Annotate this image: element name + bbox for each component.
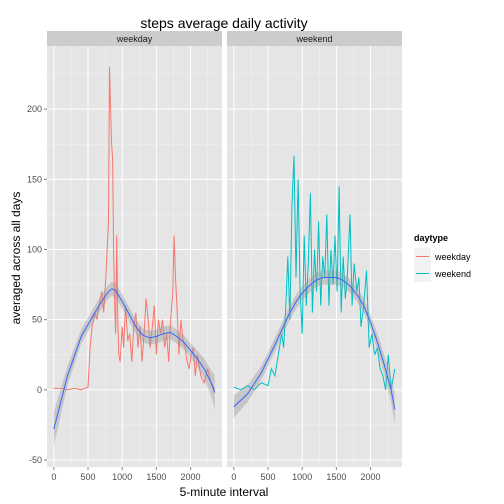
x-tick-label: 1000 (112, 472, 132, 482)
facet-strip-background (227, 31, 402, 46)
smooth-trend-line (53, 288, 216, 430)
y-axis-title: averaged across all days (9, 192, 23, 325)
y-tick-label: -50 (29, 455, 42, 465)
y-tick-label: 50 (32, 315, 42, 325)
facet-panel-weekday: weekday 0 500 1000 1500 2000 -50 0 50 100 150 200 (27, 31, 222, 482)
y-tick-label: 150 (27, 174, 42, 184)
x-tick-label: 1500 (326, 472, 346, 482)
legend-item-weekend: weekend (414, 265, 471, 282)
facet-panel-weekend: weekend 0 500 1000 1500 2000 (227, 31, 402, 482)
legend-label: weekend (434, 269, 471, 279)
facet-strip-label: weekday (116, 34, 153, 44)
series-line-weekend (233, 155, 396, 391)
x-tick-label: 2000 (181, 472, 201, 482)
x-tick-label: 500 (261, 472, 276, 482)
series-line-weekday (53, 67, 216, 391)
x-tick-label: 0 (51, 472, 56, 482)
y-tick-label: 200 (27, 104, 42, 114)
smooth-trend-line (233, 277, 396, 410)
legend-title: daytype (414, 233, 448, 243)
y-tick-label: 0 (37, 385, 42, 395)
x-tick-label: 500 (81, 472, 96, 482)
legend-label: weekday (434, 252, 471, 262)
legend-item-weekday: weekday (414, 248, 471, 265)
x-tick-label: 1000 (292, 472, 312, 482)
x-axis-title: 5-minute interval (180, 485, 269, 499)
chart-title: steps average daily activity (140, 15, 307, 31)
x-tick-label: 0 (231, 472, 236, 482)
x-tick-label: 2000 (361, 472, 381, 482)
legend: daytype weekday weekend (414, 233, 471, 282)
legend-items: weekday weekend (414, 248, 471, 282)
panel-background (47, 46, 222, 467)
facet-strip-label: weekend (295, 34, 332, 44)
x-tick-label: 1500 (146, 472, 166, 482)
facet-strip-background (47, 31, 222, 46)
y-tick-label: 100 (27, 244, 42, 254)
